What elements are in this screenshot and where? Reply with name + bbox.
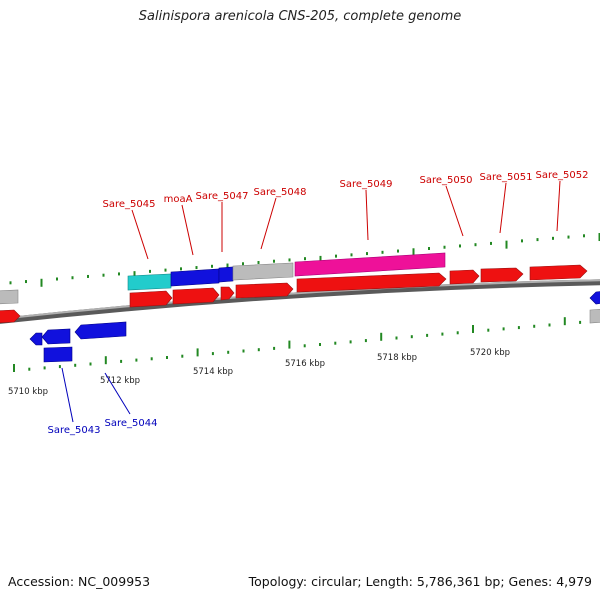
gene-label-leader: [131, 209, 149, 260]
feature-other-edge-left[interactable]: [0, 289, 19, 305]
gene-label-leaders: [61, 180, 561, 423]
gene-label-sare_5047[interactable]: Sare_5047: [196, 191, 249, 202]
gene-label-moaa[interactable]: moaA: [164, 194, 193, 205]
kbp-label: 5714 kbp: [193, 367, 233, 377]
feature-cds-forward-1[interactable]: [129, 290, 173, 308]
gene-labels: Sare_5045 moaA Sare_5047 Sare_5048 Sare_5049…: [48, 170, 589, 436]
kbp-label: 5712 kbp: [100, 376, 140, 386]
inner-tick-track: [13, 317, 597, 372]
feature-cds-reverse-4[interactable]: [43, 346, 73, 363]
feature-cds-reverse-1[interactable]: [29, 332, 43, 346]
gene-label-sare_5051[interactable]: Sare_5051: [480, 172, 533, 183]
feature-cds-reverse-2[interactable]: [41, 328, 71, 345]
feature-cds-forward-7[interactable]: [480, 267, 524, 283]
gene-label-sare_5050[interactable]: Sare_5050: [420, 175, 473, 186]
gene-label-sare_5048[interactable]: Sare_5048: [254, 187, 307, 198]
feature-cds-moaA[interactable]: [170, 268, 220, 287]
genome-summary-text: Topology: circular; Length: 5,786,361 bp…: [248, 574, 592, 589]
gene-label-leader: [499, 182, 507, 234]
feature-cds-forward-4[interactable]: [235, 282, 294, 299]
feature-cds-forward-3[interactable]: [220, 286, 235, 301]
gene-label-leader: [556, 180, 561, 232]
feature-cds-reverse-edge-right[interactable]: [589, 291, 600, 305]
gene-label-leader: [104, 372, 131, 415]
kbp-label: 5720 kbp: [470, 348, 510, 358]
gene-label-sare_5043[interactable]: Sare_5043: [48, 425, 101, 436]
feature-highlight-sare5049[interactable]: [294, 252, 446, 277]
gene-label-leader: [61, 367, 74, 423]
feature-cds-forward-8[interactable]: [529, 264, 588, 281]
feature-cds-forward-6[interactable]: [449, 269, 480, 285]
feature-rna-moaA-neighbor[interactable]: [127, 273, 172, 291]
feature-cds-reverse-3[interactable]: [74, 321, 127, 340]
gene-label-leader: [365, 189, 369, 241]
gene-label-sare_5045[interactable]: Sare_5045: [103, 199, 156, 210]
gene-label-leader: [445, 185, 464, 237]
feature-cds-forward-5[interactable]: [296, 272, 447, 293]
feature-other-sare5048[interactable]: [232, 262, 294, 281]
feature-cds-edge-left[interactable]: [0, 309, 21, 324]
feature-other-edge-right[interactable]: [589, 309, 600, 324]
gene-label-leader: [260, 197, 277, 250]
gene-label-sare_5049[interactable]: Sare_5049: [340, 179, 393, 190]
kbp-label: 5710 kbp: [8, 387, 48, 397]
kbp-label: 5718 kbp: [377, 353, 417, 363]
feature-cds-forward-2[interactable]: [172, 287, 220, 305]
accession-text: Accession: NC_009953: [8, 574, 151, 589]
genome-backbone: [0, 279, 600, 324]
gene-label-leader: [181, 204, 194, 256]
gene-label-sare_5044[interactable]: Sare_5044: [105, 418, 158, 429]
kbp-label: 5716 kbp: [285, 359, 325, 369]
gene-label-sare_5052[interactable]: Sare_5052: [536, 170, 589, 181]
kbp-scale-labels: 5710 kbp 5712 kbp 5714 kbp 5716 kbp 5718 kbp…: [8, 348, 510, 397]
genome-backbone-highlight: [0, 279, 600, 320]
feature-cds-sare5047[interactable]: [218, 266, 234, 283]
map-title: Salinispora arenicola CNS-205, complete …: [138, 9, 462, 24]
